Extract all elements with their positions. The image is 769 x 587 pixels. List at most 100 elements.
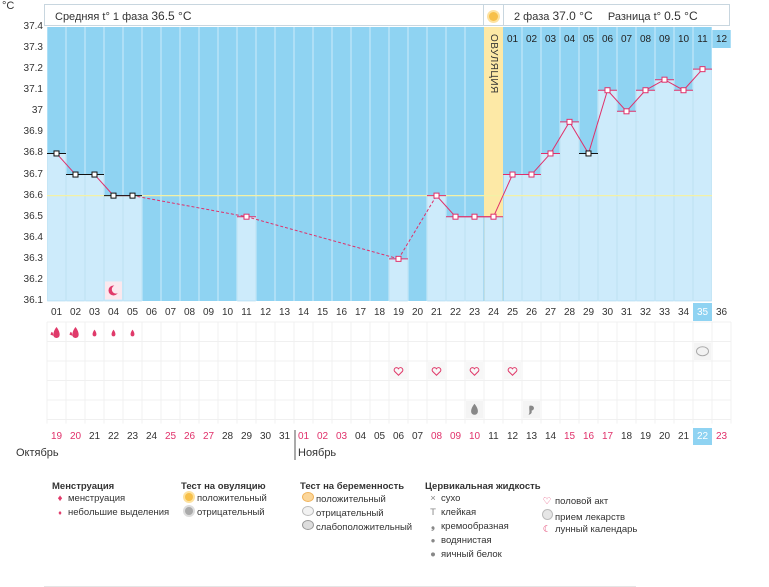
cycle-day-label[interactable]: 03 xyxy=(88,307,101,318)
legend-menstruation-heavy: менструация xyxy=(68,493,126,504)
cycle-day-label[interactable]: 18 xyxy=(373,307,386,318)
cycle-day-label[interactable]: 36 xyxy=(715,307,728,318)
temp-line-segment xyxy=(588,90,608,154)
date-label[interactable]: 15 xyxy=(563,431,576,442)
cycle-day-label[interactable]: 34 xyxy=(677,307,690,318)
temp-point xyxy=(680,87,687,94)
temp-point xyxy=(53,150,60,157)
date-label[interactable]: 13 xyxy=(525,431,538,442)
phase1-value: 36.5 °C xyxy=(151,9,192,23)
date-label[interactable]: 29 xyxy=(240,431,253,442)
temp-point xyxy=(585,150,592,157)
legend-item-sex: ♡ половой акт xyxy=(539,495,637,509)
y-tick-label: 36.8 xyxy=(23,147,43,159)
date-label[interactable]: 02 xyxy=(316,431,329,442)
cycle-day-label[interactable]: 17 xyxy=(354,307,367,318)
date-label[interactable]: 06 xyxy=(392,431,405,442)
date-label[interactable]: 19 xyxy=(50,431,63,442)
phase2-day-label: 11 xyxy=(697,34,708,45)
cycle-day-label[interactable]: 23 xyxy=(468,307,481,318)
phase1-summary: Средняя t° 1 фаза 36.5 °C xyxy=(44,4,484,26)
temp-bar xyxy=(484,216,503,302)
cycle-day-label[interactable]: 13 xyxy=(278,307,291,318)
date-label[interactable]: 18 xyxy=(620,431,633,442)
cycle-day-label[interactable]: 33 xyxy=(658,307,671,318)
date-label[interactable]: 20 xyxy=(69,431,82,442)
date-label[interactable]: 25 xyxy=(164,431,177,442)
date-label[interactable]: 31 xyxy=(278,431,291,442)
date-label[interactable]: 05 xyxy=(373,431,386,442)
cycle-day-label[interactable]: 21 xyxy=(430,307,443,318)
cycle-day-label[interactable]: 29 xyxy=(582,307,595,318)
cycle-day-label[interactable]: 11 xyxy=(241,307,252,318)
legend-item-menstruation: ♦ менструация xyxy=(52,492,169,506)
phase2-day-label: 03 xyxy=(544,34,557,45)
cycle-day-label[interactable]: 08 xyxy=(183,307,196,318)
date-label[interactable]: 10 xyxy=(468,431,481,442)
cycle-day-label[interactable]: 35 xyxy=(696,307,709,318)
date-label[interactable]: 09 xyxy=(449,431,462,442)
cycle-day-label[interactable]: 25 xyxy=(506,307,519,318)
date-label[interactable]: 01 xyxy=(297,431,310,442)
date-label[interactable]: 21 xyxy=(677,431,690,442)
cycle-day-label[interactable]: 04 xyxy=(107,307,120,318)
legend-ovtest-pos: положительный xyxy=(197,493,267,504)
date-label[interactable]: 17 xyxy=(601,431,614,442)
cycle-day-label[interactable]: 24 xyxy=(487,307,500,318)
cycle-day-label[interactable]: 28 xyxy=(563,307,576,318)
temp-bar xyxy=(123,195,142,302)
cycle-day-label[interactable]: 05 xyxy=(126,307,139,318)
temp-point xyxy=(243,213,250,220)
creamy-icon: ❟ xyxy=(431,521,435,532)
date-label[interactable]: 26 xyxy=(183,431,196,442)
cycle-day-label[interactable]: 14 xyxy=(297,307,310,318)
date-label[interactable]: 27 xyxy=(202,431,215,442)
cycle-day-label[interactable]: 06 xyxy=(145,307,158,318)
date-label[interactable]: 21 xyxy=(88,431,101,442)
temp-bar xyxy=(237,216,256,302)
date-label[interactable]: 20 xyxy=(658,431,671,442)
cycle-day-label[interactable]: 09 xyxy=(202,307,215,318)
date-label[interactable]: 07 xyxy=(411,431,424,442)
legend-mucus-dry: сухо xyxy=(441,493,461,504)
cycle-day-label[interactable]: 15 xyxy=(316,307,329,318)
date-label[interactable]: 16 xyxy=(582,431,595,442)
legend-item-moon: ☾ лунный календарь xyxy=(539,523,638,537)
cycle-day-label[interactable]: 27 xyxy=(544,307,557,318)
legend-ovtest-neg: отрицательный xyxy=(197,507,265,518)
date-label[interactable]: 22 xyxy=(107,431,120,442)
cycle-day-label[interactable]: 16 xyxy=(335,307,348,318)
date-label[interactable]: 11 xyxy=(488,431,499,442)
cycle-day-label[interactable]: 07 xyxy=(164,307,177,318)
date-label[interactable]: 08 xyxy=(430,431,443,442)
date-label[interactable]: 19 xyxy=(639,431,652,442)
eggwhite-icon: ● xyxy=(430,549,436,560)
drop-small-icon xyxy=(69,331,73,336)
phase2-day-label: 07 xyxy=(620,34,633,45)
date-label[interactable]: 22 xyxy=(696,431,709,442)
date-label[interactable]: 03 xyxy=(335,431,348,442)
date-label[interactable]: 24 xyxy=(145,431,158,442)
cycle-day-label[interactable]: 30 xyxy=(601,307,614,318)
month-november: Ноябрь xyxy=(298,447,337,459)
cycle-day-label[interactable]: 22 xyxy=(449,307,462,318)
cycle-day-label[interactable]: 02 xyxy=(69,307,82,318)
cycle-day-label[interactable]: 12 xyxy=(259,307,272,318)
date-label[interactable]: 04 xyxy=(354,431,367,442)
cycle-day-label[interactable]: 31 xyxy=(620,307,633,318)
date-label[interactable]: 28 xyxy=(221,431,234,442)
cycle-day-label[interactable]: 20 xyxy=(411,307,424,318)
cycle-day-label[interactable]: 26 xyxy=(525,307,538,318)
date-label[interactable]: 12 xyxy=(506,431,519,442)
cycle-day-label[interactable]: 01 xyxy=(50,307,63,318)
legend-pregtest: Тест на беременность положительный отриц… xyxy=(300,481,412,534)
date-label[interactable]: 14 xyxy=(544,431,557,442)
cycle-day-label[interactable]: 10 xyxy=(221,307,234,318)
date-label[interactable]: 23 xyxy=(126,431,139,442)
cycle-day-label[interactable]: 32 xyxy=(639,307,652,318)
cycle-day-label[interactable]: 19 xyxy=(392,307,405,318)
cross-icon: × xyxy=(430,493,436,504)
temp-line-segment xyxy=(664,79,684,91)
date-label[interactable]: 23 xyxy=(715,431,728,442)
date-label[interactable]: 30 xyxy=(259,431,272,442)
